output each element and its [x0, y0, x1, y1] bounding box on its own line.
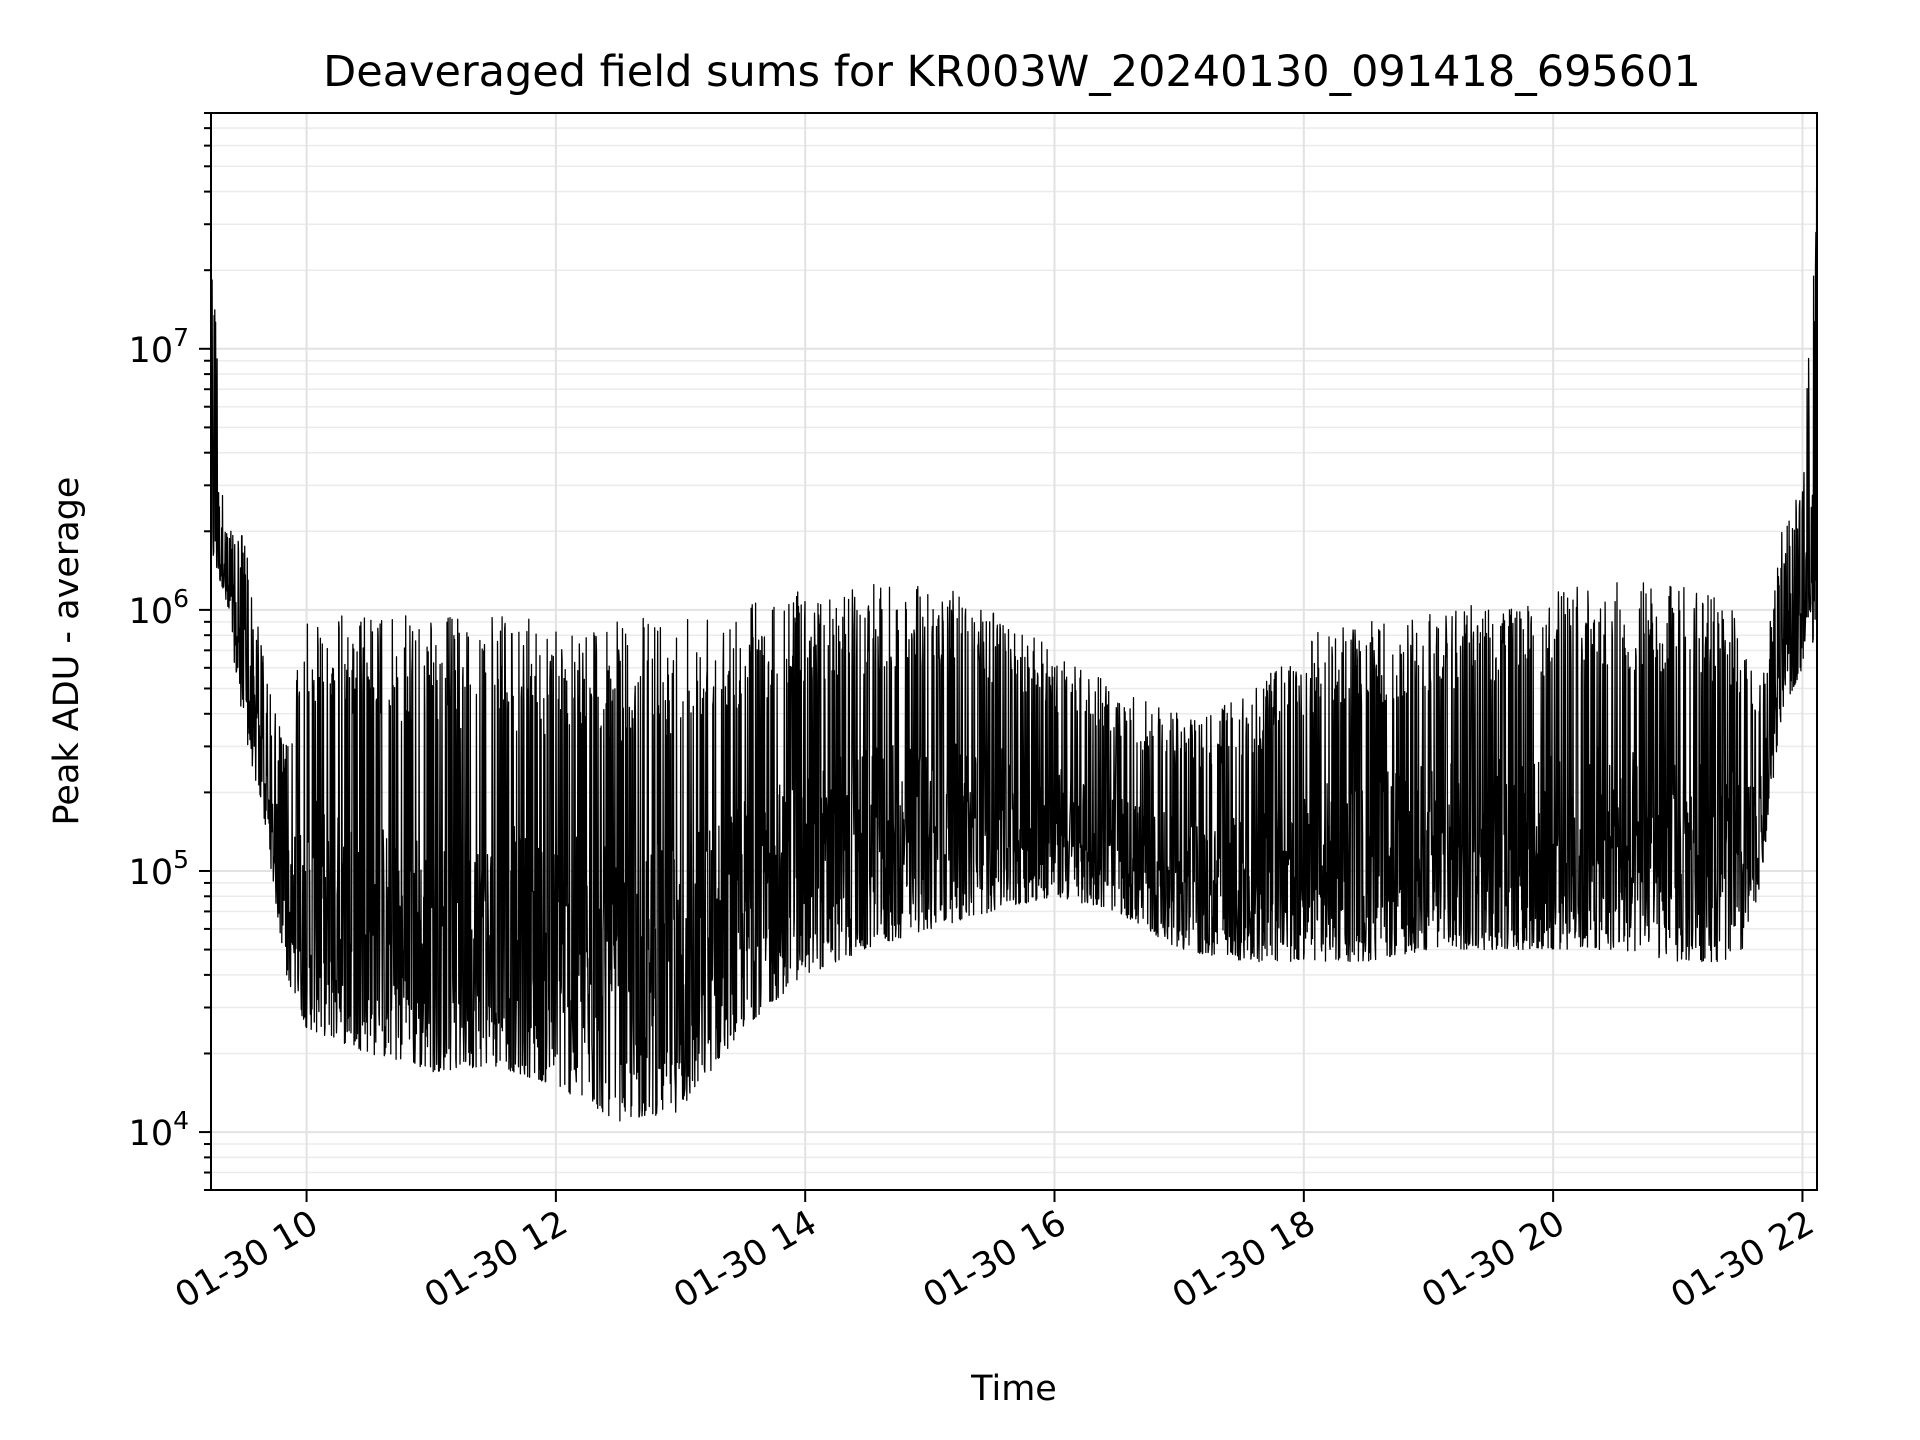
- y-tick-label: 104: [129, 1106, 189, 1154]
- y-tick-label: 106: [129, 584, 189, 632]
- x-tick-label: 01-30 22: [1665, 1203, 1821, 1316]
- y-axis-label: Peak ADU - average: [47, 477, 87, 826]
- series-line: [210, 187, 1818, 1122]
- x-axis-label: Time: [970, 1369, 1057, 1409]
- x-tick-label: 01-30 10: [169, 1203, 325, 1316]
- plot-area: [210, 112, 1818, 1191]
- y-tick-label: 107: [129, 323, 189, 371]
- x-axis: 01-30 10 01-30 12 01-30 14 01-30 16 01-30 18…: [169, 1190, 1821, 1316]
- x-tick-label: 01-30 16: [917, 1203, 1073, 1316]
- x-tick-label: 01-30 12: [418, 1203, 574, 1316]
- y-tick-label: 105: [129, 845, 189, 893]
- x-tick-label: 01-30 18: [1166, 1203, 1322, 1316]
- chart-title: Deaveraged field sums for KR003W_2024013…: [323, 47, 1701, 97]
- x-tick-label: 01-30 14: [667, 1203, 823, 1316]
- x-tick-label: 01-30 20: [1415, 1203, 1571, 1316]
- y-axis: 104 105 106 107: [129, 112, 211, 1191]
